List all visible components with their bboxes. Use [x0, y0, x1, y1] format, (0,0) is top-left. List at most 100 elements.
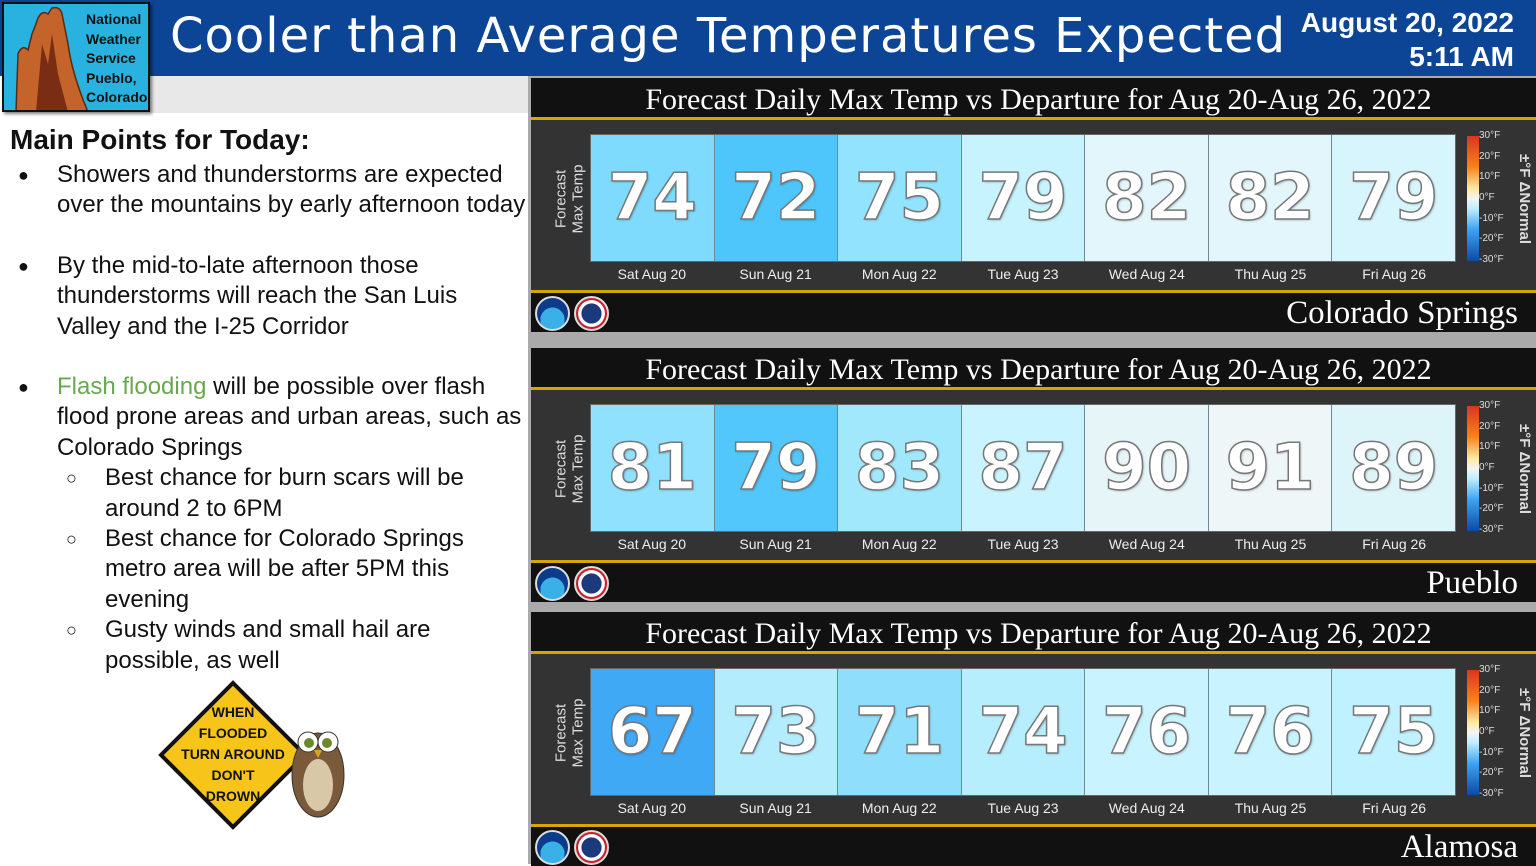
temp-cell: 74 — [961, 669, 1086, 795]
colorbar-tick: -30°F — [1479, 253, 1504, 265]
colorbar-tick: 20°F — [1479, 150, 1501, 162]
colorbar-label: ±°F ΔNormal — [1516, 687, 1533, 779]
sub-bullet-item: Gusty winds and small hail are possible,… — [10, 615, 526, 676]
temp-row: 81 79 83 87 90 91 89 — [590, 404, 1456, 532]
nws-logo-icon — [574, 296, 609, 331]
day-label: Sat Aug 20 — [617, 536, 687, 552]
y-axis-label: Forecast Max Temp — [552, 434, 587, 504]
day-label: Sun Aug 21 — [739, 536, 812, 552]
svg-text:TURN AROUND: TURN AROUND — [181, 746, 285, 762]
day-label: Thu Aug 25 — [1234, 536, 1307, 552]
colorbar-tick: 20°F — [1479, 420, 1501, 432]
svg-text:DON'T: DON'T — [212, 767, 255, 783]
day-labels: Sat Aug 20 Sun Aug 21 Mon Aug 22 Tue Aug 23… — [590, 266, 1456, 282]
colorbar-tick: -20°F — [1479, 767, 1504, 779]
forecast-panels: Forecast Daily Max Temp vs Departure for… — [528, 76, 1536, 866]
forecast-panel: Forecast Daily Max Temp vs Departure for… — [531, 348, 1536, 602]
temp-cell: 75 — [838, 135, 962, 261]
y-axis-label: Forecast Max Temp — [552, 164, 587, 234]
day-label: Tue Aug 23 — [987, 536, 1059, 552]
bullet-item: Flash flooding will be possible over fla… — [10, 372, 526, 463]
colorbar-tick: -10°F — [1479, 482, 1504, 494]
day-label: Wed Aug 24 — [1108, 800, 1185, 816]
sub-bullet-item: Best chance for Colorado Springs metro a… — [10, 524, 526, 615]
colorbar-tick: 20°F — [1479, 684, 1501, 696]
header-bar: Cooler than Average Temperatures Expecte… — [0, 0, 1536, 76]
noaa-logo-icon — [535, 830, 570, 865]
forecast-panel: Forecast Daily Max Temp vs Departure for… — [531, 78, 1536, 332]
colorbar-tick: -30°F — [1479, 787, 1504, 799]
noaa-logo-icon — [535, 566, 570, 601]
departure-colorbar — [1467, 670, 1479, 795]
colorbar-tick: 10°F — [1479, 441, 1501, 453]
svg-text:DROWN: DROWN — [206, 788, 260, 804]
colorbar-tick: 0°F — [1479, 725, 1495, 737]
noaa-logo-icon — [535, 296, 570, 331]
temp-cell: 76 — [1208, 669, 1333, 795]
issue-time: 5:11 AM — [1409, 41, 1514, 72]
y-axis-label: Forecast Max Temp — [552, 698, 587, 768]
colorbar-tick: 10°F — [1479, 171, 1501, 183]
day-label: Wed Aug 24 — [1108, 266, 1185, 282]
panel-footer: Pueblo — [531, 560, 1536, 602]
colorbar-tick: -10°F — [1479, 746, 1504, 758]
issue-datetime: August 20, 2022 5:11 AM — [1301, 6, 1514, 74]
colorbar-label: ±°F ΔNormal — [1516, 153, 1533, 245]
colorbar-tick: 10°F — [1479, 705, 1501, 717]
flash-flooding-highlight: Flash flooding — [57, 373, 207, 401]
rock-formation-icon — [15, 6, 88, 110]
day-label: Mon Aug 22 — [861, 536, 937, 552]
svg-text:FLOODED: FLOODED — [199, 725, 267, 741]
colorbar-label: ±°F ΔNormal — [1516, 423, 1533, 515]
day-label: Fri Aug 26 — [1362, 266, 1427, 282]
day-label: Thu Aug 25 — [1234, 800, 1307, 816]
panel-title: Forecast Daily Max Temp vs Departure for… — [531, 612, 1536, 654]
main-points: Main Points for Today: Showers and thund… — [10, 124, 526, 830]
day-label: Wed Aug 24 — [1108, 536, 1185, 552]
colorbar-tick: 30°F — [1479, 400, 1501, 411]
nws-pueblo-logo: National Weather Service Pueblo, Colorad… — [2, 2, 150, 112]
temp-cell: 72 — [714, 135, 839, 261]
day-label: Tue Aug 23 — [987, 800, 1059, 816]
colorbar-tick: 30°F — [1479, 130, 1501, 141]
sub-bullet-item: Best chance for burn scars will be aroun… — [10, 463, 526, 524]
temp-cell: 82 — [1085, 135, 1209, 261]
temp-cell: 76 — [1085, 669, 1209, 795]
day-label: Sat Aug 20 — [617, 800, 687, 816]
colorbar-tick: 30°F — [1479, 664, 1501, 675]
temp-cell: 87 — [961, 405, 1086, 531]
temp-cell: 73 — [714, 669, 839, 795]
panel-footer: Colorado Springs — [531, 290, 1536, 332]
day-label: Fri Aug 26 — [1362, 800, 1427, 816]
temp-row: 74 72 75 79 82 82 79 — [590, 134, 1456, 262]
day-label: Mon Aug 22 — [861, 266, 937, 282]
svg-text:WHEN: WHEN — [212, 704, 255, 720]
turn-around-dont-drown-sign: WHEN FLOODED TURN AROUND DON'T DROWN — [158, 680, 345, 830]
temp-cell: 75 — [1332, 669, 1456, 795]
temp-cell: 83 — [838, 405, 962, 531]
departure-colorbar — [1467, 406, 1479, 531]
main-points-heading: Main Points for Today: — [10, 124, 310, 155]
temp-row: 67 73 71 74 76 76 75 — [590, 668, 1456, 796]
colorbar-tick: -30°F — [1479, 523, 1504, 535]
bullet-item: Showers and thunderstorms are expected o… — [10, 160, 526, 221]
nws-logo-icon — [574, 566, 609, 601]
issue-date: August 20, 2022 — [1300, 7, 1514, 38]
nws-logo-icon — [574, 830, 609, 865]
colorbar-tick: -20°F — [1479, 233, 1504, 245]
departure-colorbar — [1467, 136, 1479, 261]
temp-cell: 89 — [1332, 405, 1456, 531]
owl-mascot-icon — [291, 731, 345, 818]
temp-cell: 91 — [1208, 405, 1333, 531]
temp-cell: 79 — [1332, 135, 1456, 261]
day-label: Sun Aug 21 — [739, 266, 812, 282]
panel-footer: Alamosa — [531, 824, 1536, 866]
panel-title: Forecast Daily Max Temp vs Departure for… — [531, 348, 1536, 390]
day-label: Sat Aug 20 — [617, 266, 687, 282]
city-name: Alamosa — [1400, 829, 1518, 865]
day-labels: Sat Aug 20 Sun Aug 21 Mon Aug 22 Tue Aug 23… — [590, 800, 1456, 816]
temp-cell: 74 — [591, 135, 715, 261]
panel-title: Forecast Daily Max Temp vs Departure for… — [531, 78, 1536, 120]
colorbar-tick: 0°F — [1479, 461, 1495, 473]
colorbar-tick: 0°F — [1479, 191, 1495, 203]
